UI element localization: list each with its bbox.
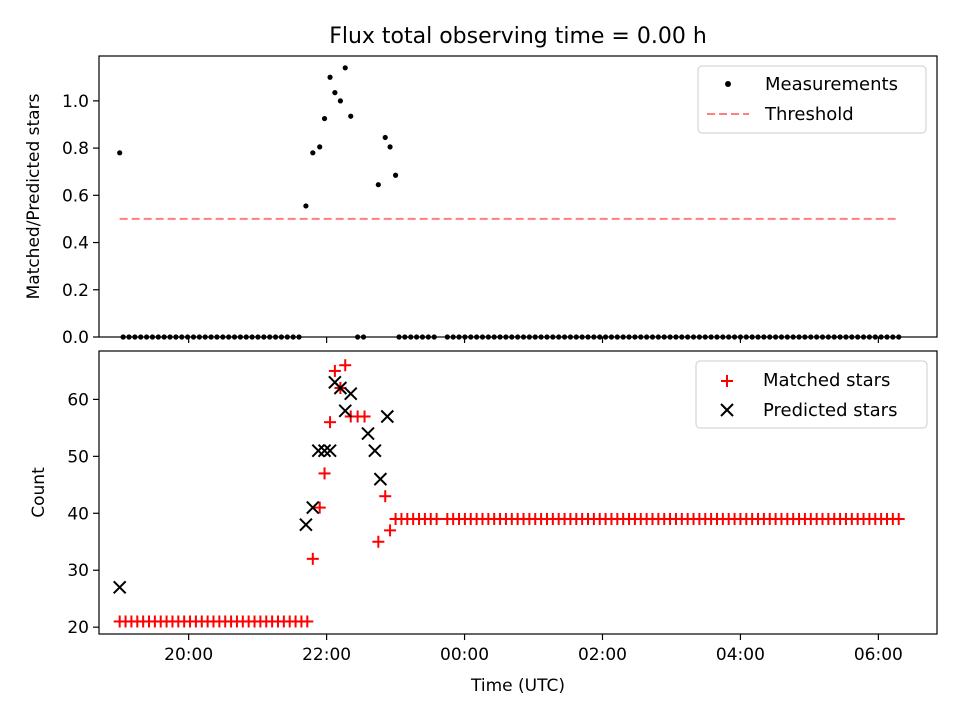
measurement-point xyxy=(342,65,348,71)
predicted-star-point xyxy=(317,443,332,458)
measurement-point xyxy=(337,98,343,104)
top-ytick-label: 0.8 xyxy=(62,139,89,159)
legend-predicted-marker xyxy=(720,403,734,417)
measurement-point xyxy=(117,150,123,156)
legend-measurements-marker xyxy=(725,81,731,87)
measurement-point xyxy=(303,203,309,209)
top-ytick-label: 1.0 xyxy=(62,92,89,112)
bottom-ytick-label: 20 xyxy=(67,618,89,638)
matched-star-point xyxy=(324,416,337,429)
bottom-xtick-label: 02:00 xyxy=(578,645,627,665)
top-panel: 0.0 0.2 0.4 0.6 0.8 1.0 Matched/Predicted sta… xyxy=(24,55,938,348)
matched-star-point xyxy=(430,512,443,525)
predicted-star-point xyxy=(306,500,320,515)
matched-star-point xyxy=(301,615,314,628)
bottom-legend-box xyxy=(695,360,928,429)
matched-star-point xyxy=(372,535,385,548)
measurement-point xyxy=(392,172,399,178)
predicted-star-point xyxy=(380,409,395,424)
top-panel-frame xyxy=(98,55,938,338)
predicted-star-point xyxy=(333,381,348,395)
top-ytick-label: 0.0 xyxy=(62,328,89,348)
matched-star-point xyxy=(358,410,371,423)
top-ytick-label: 0.2 xyxy=(62,281,89,301)
measurement-point xyxy=(332,90,338,96)
top-legend-box xyxy=(697,65,927,134)
matched-star-point xyxy=(306,552,319,565)
bottom-xtick-label: 00:00 xyxy=(440,645,489,665)
top-panel-ylabel: Matched/Predicted stars xyxy=(24,93,44,299)
predicted-star-point xyxy=(112,580,127,595)
legend-matched-marker xyxy=(721,375,733,387)
measurement-point xyxy=(348,113,354,119)
measurement-point xyxy=(321,115,328,122)
bottom-xtick-label: 04:00 xyxy=(716,645,765,665)
predicted-star-point xyxy=(344,386,358,401)
bottom-ytick-label: 50 xyxy=(67,447,89,467)
legend-threshold-label: Threshold xyxy=(764,104,854,125)
predicted-star-point xyxy=(299,517,313,532)
matched-star-point xyxy=(328,364,341,377)
matched-star-point xyxy=(892,512,905,525)
top-ytick-label: 0.4 xyxy=(62,234,89,254)
legend-matched-label: Matched stars xyxy=(763,370,890,391)
legend-predicted-label: Predicted stars xyxy=(763,400,897,421)
measurement-point xyxy=(310,150,316,156)
predicted-star-point xyxy=(368,443,382,458)
legend-measurements-label: Measurements xyxy=(765,74,898,95)
matched-star-point xyxy=(379,490,392,503)
bottom-panel-frame xyxy=(98,350,938,635)
top-legend: Measurements Threshold xyxy=(697,65,927,134)
bottom-xtick-label: 22:00 xyxy=(302,645,351,665)
measurement-point xyxy=(387,144,393,150)
measurement-point xyxy=(382,134,388,141)
bottom-panel: 20 30 40 50 60 20:00 22:00 00:00 02:00 04:00 06:00… xyxy=(29,350,938,696)
bottom-xtick-label: 06:00 xyxy=(854,645,903,665)
predicted-star-point xyxy=(373,472,388,486)
predicted-star-point xyxy=(311,443,326,458)
bottom-panel-ticks: 20 30 40 50 60 20:00 22:00 00:00 02:00 04:00 06:00 xyxy=(67,390,903,665)
bottom-xtick-label: 20:00 xyxy=(164,645,213,665)
bottom-panel-ylabel: Count xyxy=(29,467,49,518)
matched-star-point xyxy=(313,501,326,514)
measurement-point xyxy=(327,74,333,80)
chart-title: Flux total observing time = 0.00 h xyxy=(329,24,707,49)
measurement-point xyxy=(317,144,323,150)
matched-star-point xyxy=(318,467,331,480)
bottom-panel-data xyxy=(112,359,905,628)
predicted-star-point xyxy=(323,443,337,458)
bottom-panel-xlabel: Time (UTC) xyxy=(470,676,565,696)
predicted-star-point xyxy=(338,404,352,418)
top-panel-ticks: 0.0 0.2 0.4 0.6 0.8 1.0 xyxy=(62,92,879,348)
bottom-ytick-label: 30 xyxy=(67,561,89,581)
matched-star-point xyxy=(384,524,397,537)
measurement-point xyxy=(375,182,381,188)
matched-star-point xyxy=(339,359,352,372)
predicted-star-point xyxy=(361,426,375,441)
bottom-ytick-label: 40 xyxy=(67,504,89,524)
top-ytick-label: 0.6 xyxy=(62,186,89,206)
bottom-legend: Matched stars Predicted stars xyxy=(695,360,928,429)
bottom-ytick-label: 60 xyxy=(67,390,89,410)
